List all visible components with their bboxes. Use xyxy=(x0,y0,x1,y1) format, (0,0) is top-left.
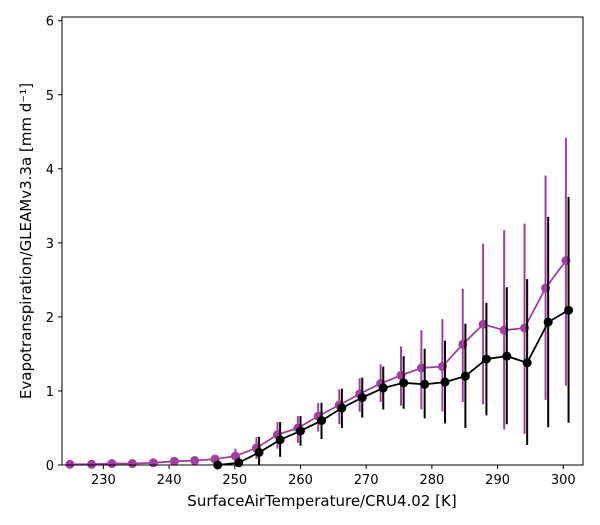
series-2-point-16 xyxy=(522,358,532,368)
series-1-point-7 xyxy=(190,456,200,466)
series-1-point-9 xyxy=(230,451,240,461)
plot-frame xyxy=(61,16,584,466)
y-tick-label-2: 2 xyxy=(46,311,54,326)
x-axis-label: SurfaceAirTemperature/CRU4.02 [K] xyxy=(187,492,456,510)
series-1-point-6 xyxy=(169,456,179,466)
x-tick-label-300: 300 xyxy=(551,473,576,488)
series-1-point-3 xyxy=(107,459,117,469)
y-tick-label-4: 4 xyxy=(46,163,54,178)
series-2-point-8 xyxy=(357,393,367,403)
series-2-point-10 xyxy=(399,378,409,388)
series-2-point-4 xyxy=(275,435,285,445)
y-tick-label-3: 3 xyxy=(46,237,54,252)
x-tick-label-280: 280 xyxy=(419,473,444,488)
series-2-point-14 xyxy=(481,354,491,364)
x-tick-label-270: 270 xyxy=(354,473,379,488)
series-2-point-18 xyxy=(564,305,574,315)
series-1-point-2 xyxy=(87,459,97,469)
series-2-point-6 xyxy=(317,416,327,426)
y-tick-label-1: 1 xyxy=(46,385,54,400)
x-axis-ticks: 230 240 250 260 270 280 290 300 xyxy=(91,465,576,488)
series-2-point-5 xyxy=(295,426,305,436)
series-1-point-1 xyxy=(65,459,75,469)
series-1 xyxy=(65,137,571,469)
y-tick-label-6: 6 xyxy=(46,15,54,30)
series-1-point-21 xyxy=(478,319,488,329)
series-2-point-17 xyxy=(543,317,553,327)
x-tick-label-260: 260 xyxy=(288,473,313,488)
x-tick-label-240: 240 xyxy=(157,473,182,488)
series-1-point-5 xyxy=(148,458,158,468)
series-2 xyxy=(213,196,574,470)
series-1-point-18 xyxy=(416,363,426,373)
y-tick-label-0: 0 xyxy=(46,459,54,474)
series-2-point-9 xyxy=(378,383,388,393)
y-axis-ticks: 0 1 2 3 4 5 6 xyxy=(46,15,62,474)
series-2-point-15 xyxy=(502,351,512,361)
series-2-point-2 xyxy=(234,458,244,468)
x-tick-label-230: 230 xyxy=(91,473,116,488)
x-tick-label-290: 290 xyxy=(485,473,510,488)
x-tick-label-250: 250 xyxy=(222,473,247,488)
plot-marks xyxy=(65,137,574,470)
y-axis-label: Evapotranspiration/GLEAMv3.3a [mm d⁻¹] xyxy=(17,83,35,399)
series-2-point-12 xyxy=(440,377,450,387)
series-2-point-11 xyxy=(420,379,430,389)
series-2-point-3 xyxy=(254,447,264,457)
y-tick-label-5: 5 xyxy=(46,89,54,104)
series-2-point-13 xyxy=(460,371,470,381)
series-1-point-4 xyxy=(127,459,137,469)
series-2-point-7 xyxy=(337,403,347,413)
